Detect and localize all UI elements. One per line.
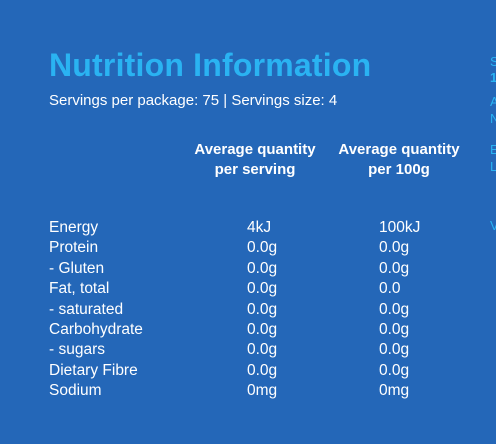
per-100g-value: 0.0g: [379, 320, 410, 338]
per-serving-value: 0mg: [247, 382, 278, 400]
side-fragment: N: [490, 111, 496, 126]
nutrient-name: Protein: [49, 239, 99, 257]
per-serving-value: 0.0g: [247, 259, 278, 277]
column-header-per-100g: Average quantity per 100g: [338, 141, 460, 178]
per-100g-value: 0.0g: [379, 300, 410, 318]
per-100g-value: 0.0g: [379, 239, 410, 257]
per-serving-value: 0.0g: [247, 280, 278, 298]
per-100g-value: 0.0g: [379, 341, 410, 359]
side-fragment: 1: [490, 70, 496, 85]
per-serving-value: 4kJ: [247, 219, 272, 236]
per-100g-value: 100kJ: [379, 219, 421, 236]
per-100g-value: 0.0g: [379, 259, 410, 277]
nutrient-name: - Gluten: [49, 259, 105, 277]
per-serving-value: 0.0g: [247, 300, 278, 318]
side-fragment: L: [490, 159, 496, 174]
per-serving-value: 0.0g: [247, 341, 278, 359]
nutrient-name: Sodium: [49, 382, 102, 400]
side-fragment: S: [490, 54, 496, 69]
per-100g-value: 0.0: [379, 280, 401, 298]
nutrient-name: Carbohydrate: [49, 320, 143, 338]
page-title: Nutrition Information: [49, 47, 372, 83]
side-fragment: E: [490, 142, 496, 157]
per-serving-value: 0.0g: [247, 361, 278, 379]
nutrient-name: Energy: [49, 219, 99, 236]
per-serving-value: 0.0g: [247, 320, 278, 338]
column-header-per-serving: Average quantity per serving: [194, 141, 316, 178]
per-100g-value: 0mg: [379, 382, 410, 400]
per-100g-value: 0.0g: [379, 361, 410, 379]
per-serving-value: 0.0g: [247, 239, 278, 257]
nutrient-name: Dietary Fibre: [49, 361, 138, 379]
nutrient-name: - sugars: [49, 341, 105, 359]
side-fragment: V: [490, 218, 496, 233]
nutrient-name: Fat, total: [49, 280, 110, 298]
nutrient-name: - saturated: [49, 300, 124, 318]
side-fragment: A: [490, 94, 496, 109]
servings-info: Servings per package: 75 | Servings size…: [49, 92, 338, 109]
